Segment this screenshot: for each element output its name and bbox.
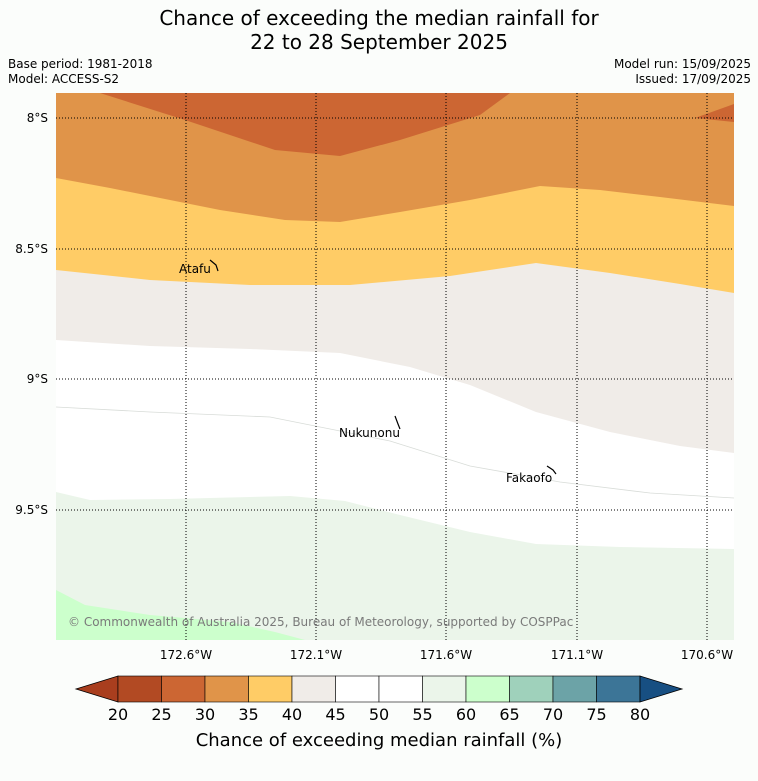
colorbar-title: Chance of exceeding median rainfall (%) <box>195 730 563 751</box>
colorbar-tick-label: 70 <box>542 705 564 724</box>
model-name: Model: ACCESS-S2 <box>8 72 120 86</box>
colorbar-tick-label: 80 <box>629 705 651 724</box>
colorbar-tick-label: 40 <box>281 705 303 724</box>
colorbar-tick-label: 35 <box>238 705 259 724</box>
meta-left: Base period: 1981-2018 Model: ACCESS-S2 <box>8 57 153 87</box>
lon-label-172-6w: 172.6°W <box>159 648 213 662</box>
colorbar-tick-label: 60 <box>455 705 477 724</box>
colorbar-segment <box>117 675 162 703</box>
lat-label-8s: 8°S <box>26 111 48 125</box>
lon-label-171-6w: 171.6°W <box>419 648 473 662</box>
colorbar-segment <box>465 675 510 703</box>
map-field <box>56 93 734 640</box>
lon-label-172-1w: 172.1°W <box>289 648 343 662</box>
gridlines <box>56 93 734 640</box>
issued-date: Issued: 17/09/2025 <box>635 72 751 86</box>
model-run: Model run: 15/09/2025 <box>613 57 751 71</box>
colorbar-segment <box>378 675 423 703</box>
colorbar-segment <box>335 675 380 703</box>
colorbar-tick-label: 50 <box>368 705 390 724</box>
colorbar-segment <box>422 675 467 703</box>
meta-right: Model run: 15/09/2025 Issued: 17/09/2025 <box>614 57 751 87</box>
place-nukunonu: Nukunonu <box>339 426 400 440</box>
fakaofo-island <box>546 465 557 475</box>
lat-label-8-5s: 8.5°S <box>15 242 48 256</box>
colorbar <box>74 675 684 703</box>
colorbar-tick-label: 55 <box>412 705 433 724</box>
title-line-2: 22 to 28 September 2025 <box>250 30 508 54</box>
region-60-65 <box>56 590 305 640</box>
region-25-30-north <box>100 93 510 156</box>
colorbar-tick-label: 75 <box>586 705 607 724</box>
lat-label-9-5s: 9.5°S <box>15 503 48 517</box>
contour-50 <box>56 406 734 499</box>
title-line-1: Chance of exceeding the median rainfall … <box>159 6 599 30</box>
place-atafu: Atafu <box>179 262 211 276</box>
colorbar-tick-label: 65 <box>499 705 520 724</box>
colorbar-segment <box>509 675 554 703</box>
colorbar-extend-high <box>639 675 684 703</box>
lon-label-170-6w: 170.6°W <box>680 648 734 662</box>
atafu-island <box>209 259 219 272</box>
lat-label-9s: 9°S <box>26 372 48 386</box>
colorbar-tick-label: 30 <box>194 705 216 724</box>
colorbar-segment <box>248 675 293 703</box>
lon-label-171-1w: 171.1°W <box>550 648 604 662</box>
colorbar-extend-low <box>74 675 119 703</box>
nukunonu-island <box>394 415 401 430</box>
colorbar-segment <box>596 675 641 703</box>
place-fakaofo: Fakaofo <box>506 471 552 485</box>
colorbar-tick-label: 45 <box>325 705 346 724</box>
colorbar-segment <box>204 675 249 703</box>
colorbar-segment <box>552 675 597 703</box>
colorbar-tick-label: 20 <box>107 705 129 724</box>
colorbar-segment <box>161 675 206 703</box>
chart-title: Chance of exceeding the median rainfall … <box>0 6 758 54</box>
colorbar-segment <box>291 675 336 703</box>
colorbar-tick-label: 25 <box>151 705 172 724</box>
region-55-60 <box>56 492 734 640</box>
copyright-notice: © Commonwealth of Australia 2025, Bureau… <box>68 615 573 629</box>
base-period: Base period: 1981-2018 <box>8 57 153 71</box>
island-outlines <box>209 259 557 475</box>
